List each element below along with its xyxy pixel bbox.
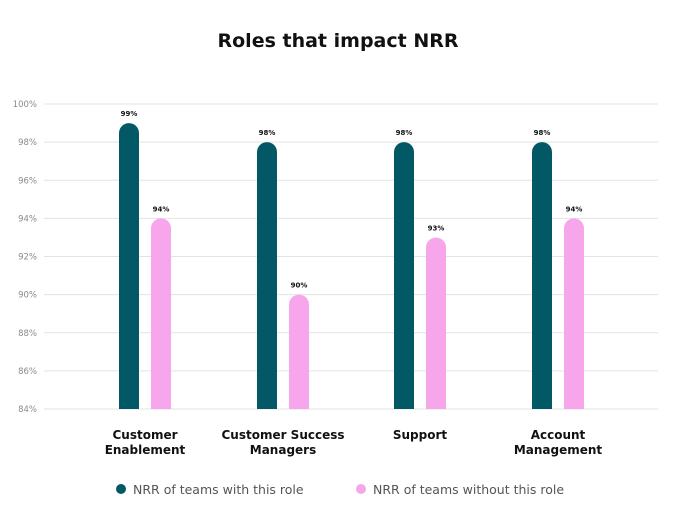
- bar-with-role: [532, 142, 552, 409]
- bar-with-role: [257, 142, 277, 409]
- legend-item-with-role: NRR of teams with this role: [116, 482, 304, 497]
- x-category-label: Customer Enablement: [105, 428, 186, 457]
- x-category-label: Customer Success Managers: [221, 428, 344, 457]
- data-label: 98%: [259, 129, 276, 137]
- y-tick-label: 86%: [18, 367, 37, 377]
- bar-without-role: [564, 218, 584, 409]
- legend-item-without-role: NRR of teams without this role: [356, 482, 564, 497]
- bar-without-role: [426, 237, 446, 409]
- y-tick-label: 88%: [18, 329, 37, 339]
- y-tick-label: 90%: [18, 291, 37, 301]
- bar-without-role: [151, 218, 171, 409]
- bar-with-role: [119, 123, 139, 410]
- y-tick-label: 96%: [18, 176, 37, 186]
- y-tick-label: 92%: [18, 253, 37, 263]
- x-category-label: Support: [393, 428, 448, 442]
- chart-title: Roles that impact NRR: [218, 30, 459, 52]
- y-tick-label: 100%: [13, 100, 37, 110]
- y-tick-label: 94%: [18, 214, 37, 224]
- data-label: 99%: [121, 110, 138, 118]
- legend-marker: [356, 484, 366, 494]
- legend-label: NRR of teams with this role: [133, 482, 304, 497]
- bar-without-role: [289, 294, 309, 409]
- legend-marker: [116, 484, 126, 494]
- data-label: 94%: [566, 205, 583, 213]
- data-label: 98%: [396, 129, 413, 137]
- bar-with-role: [394, 142, 414, 409]
- y-tick-label: 98%: [18, 138, 37, 148]
- x-category-label: Account Management: [514, 428, 603, 457]
- data-label: 98%: [534, 129, 551, 137]
- data-label: 90%: [291, 282, 308, 290]
- data-label: 93%: [428, 224, 445, 232]
- data-label: 94%: [153, 205, 170, 213]
- y-tick-label: 84%: [18, 405, 37, 415]
- legend-label: NRR of teams without this role: [373, 482, 564, 497]
